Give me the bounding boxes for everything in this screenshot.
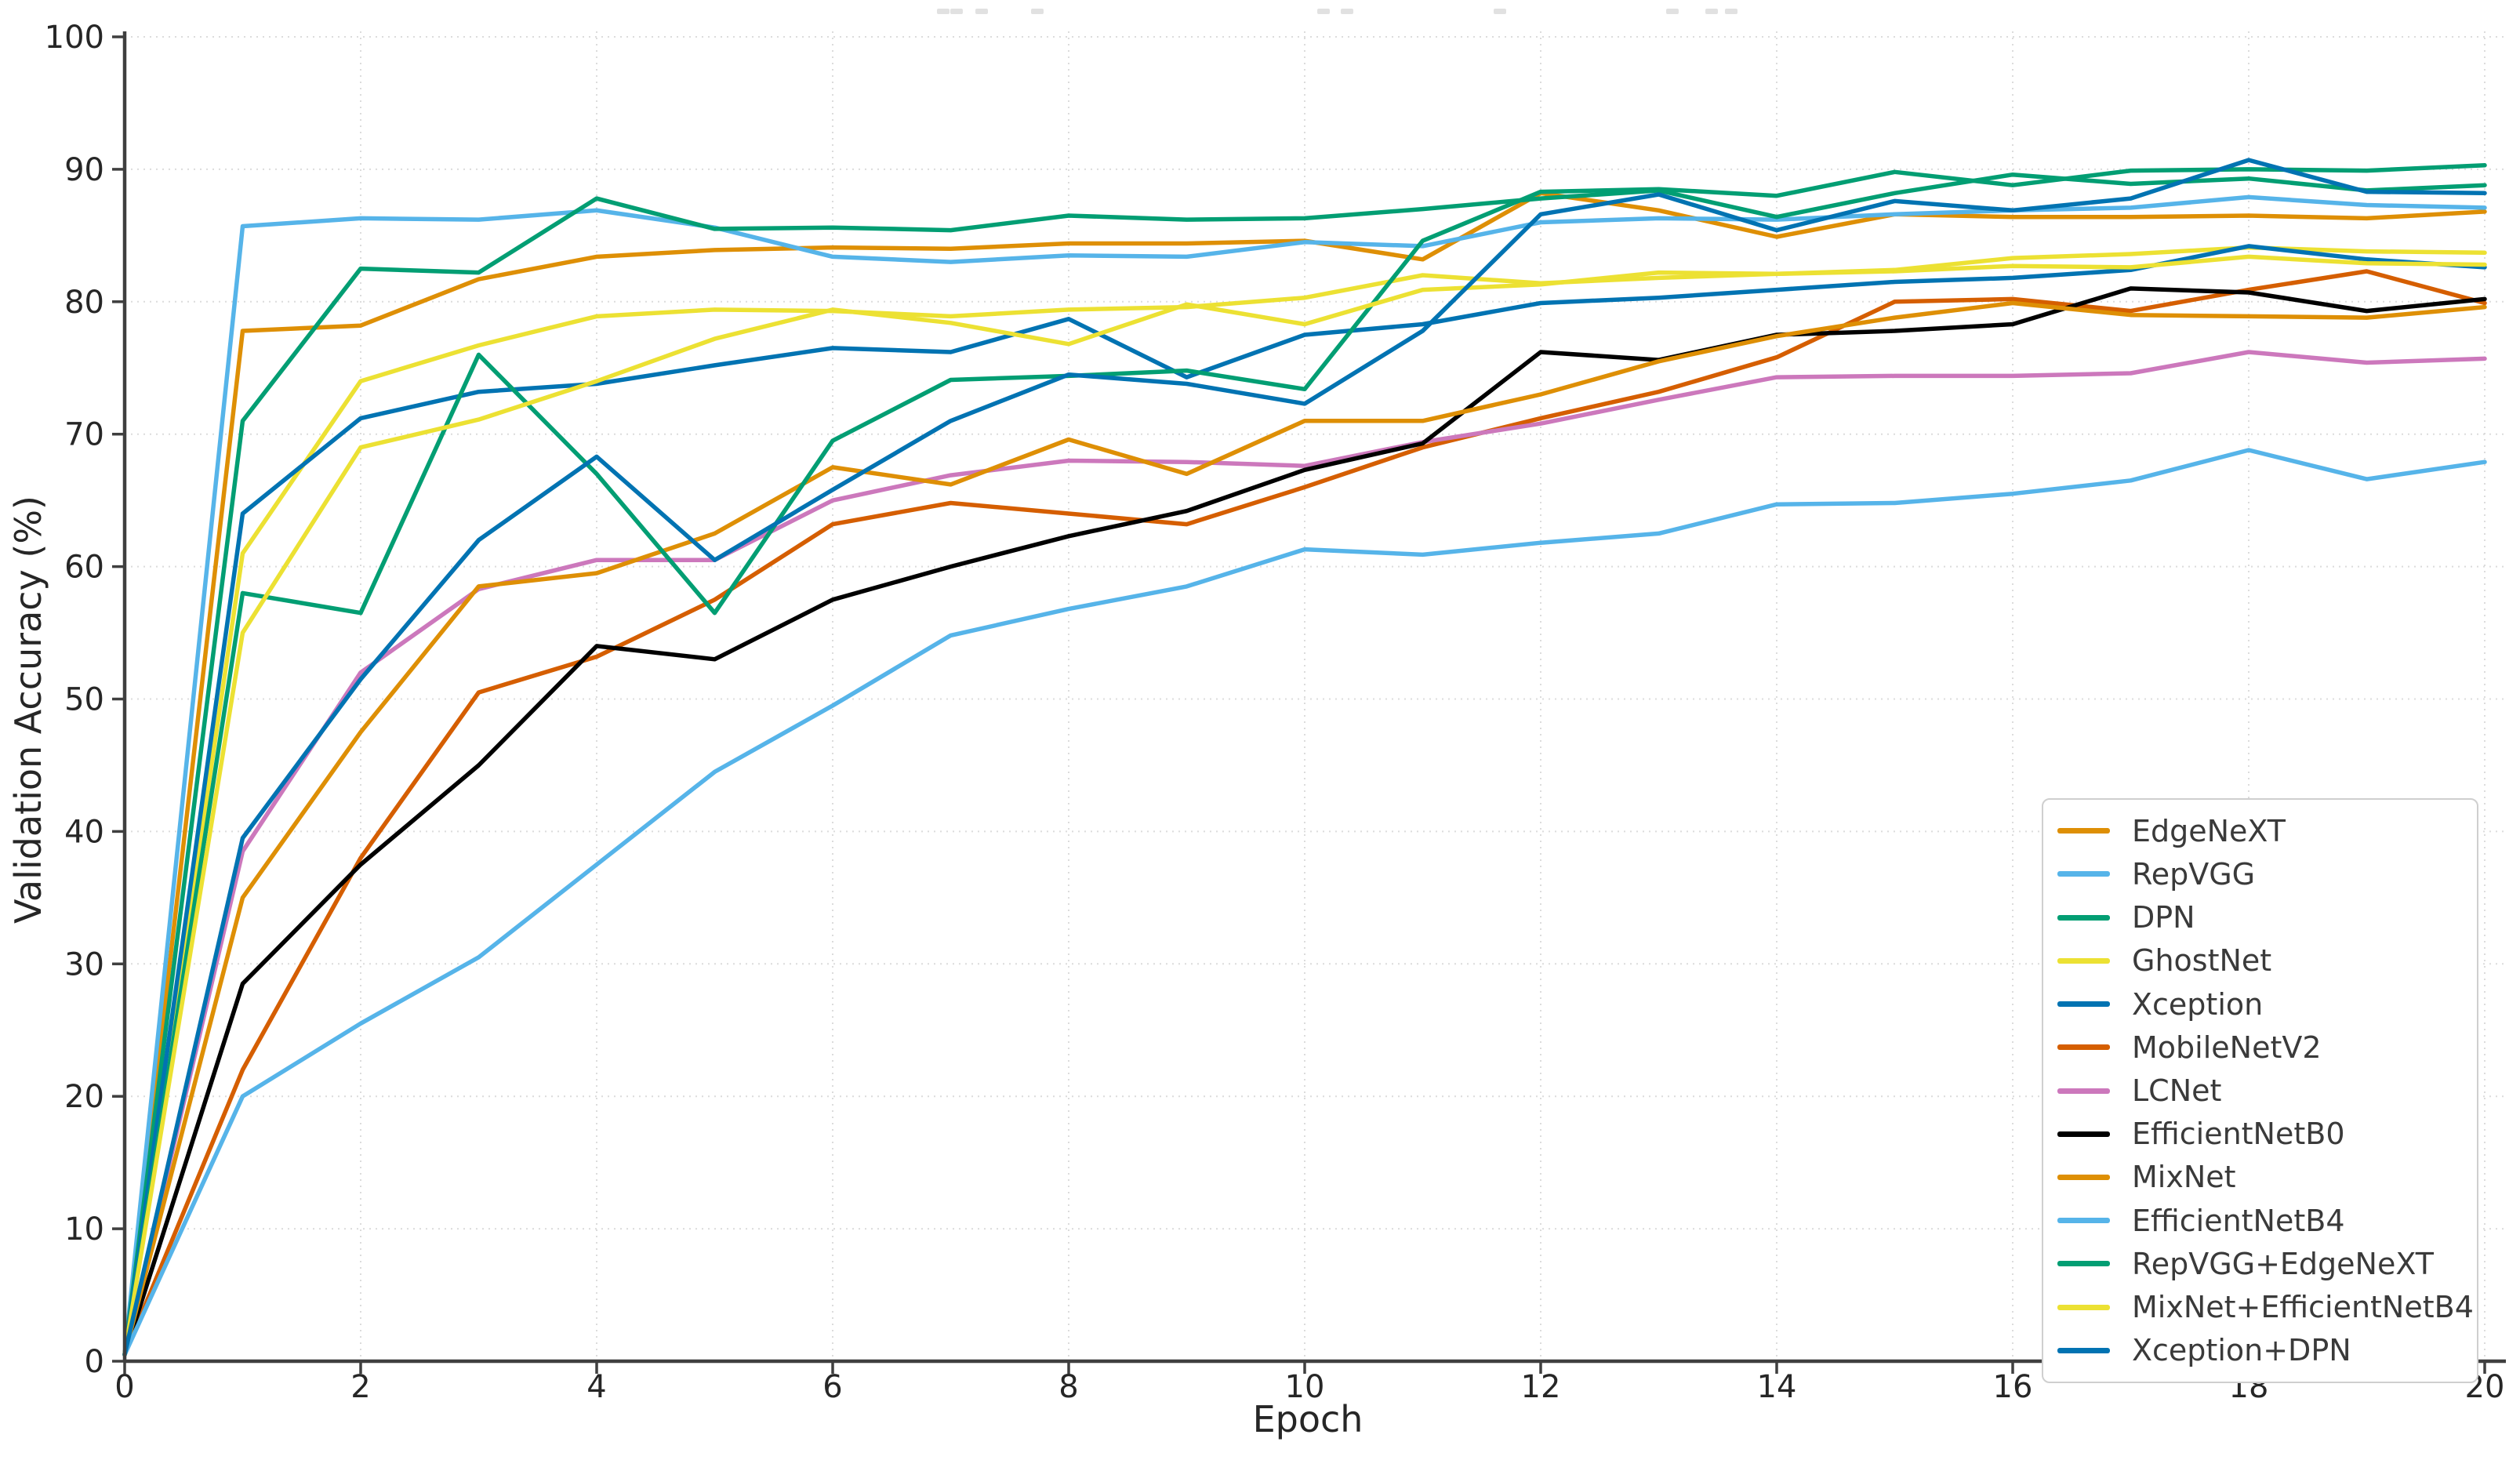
y-tick-label: 50 [64,682,104,718]
legend-label: MixNet [2132,1160,2236,1195]
y-tick-label: 20 [64,1079,104,1115]
y-tick-label: 40 [64,814,104,850]
title-remnant [975,9,988,14]
legend-line-swatch [2057,871,2110,877]
legend-item-repvgg: RepVGG [2057,852,2469,895]
y-tick-labels: 0 10 20 30 40 50 60 70 80 90 100 [45,20,104,1380]
legend-item-repvgg-edgenext: RepVGG+EdgeNeXT [2057,1242,2469,1285]
y-tick-label: 100 [45,20,104,56]
legend-item-dpn: DPN [2057,895,2469,939]
series-line-dpn [122,172,2487,1357]
legend-label: MobileNetV2 [2132,1030,2322,1065]
x-tick-label: 2 [350,1369,370,1405]
legend-item-xception-dpn: Xception+DPN [2057,1329,2469,1372]
axis-tick-marks [112,35,2486,1374]
legend-item-edgenext: EdgeNeXT [2057,809,2469,852]
legend-label: RepVGG+EdgeNeXT [2132,1246,2434,1281]
series-line-mixnet-efficientnetb4 [122,254,2487,1357]
legend: EdgeNeXT RepVGG DPN GhostNet Xception MobileN… [2042,798,2478,1383]
legend-line-swatch [2057,1131,2110,1137]
legend-line-swatch [2057,1261,2110,1267]
x-tick-label: 16 [1993,1369,2033,1405]
legend-line-swatch [2057,957,2110,964]
legend-item-mixnet-efficientnetb4: MixNet+EfficientNetB4 [2057,1286,2474,1329]
legend-line-swatch [2057,1001,2110,1008]
title-remnant [1725,9,1737,14]
series-line-mobilenetv2 [122,269,2487,1357]
gridlines [125,31,2506,1361]
series-line-lcnet [122,350,2487,1357]
legend-line-swatch [2057,1174,2110,1180]
legend-line-swatch [2057,1304,2110,1310]
legend-item-xception: Xception [2057,982,2469,1026]
legend-line-swatch [2057,1218,2110,1224]
legend-label: EfficientNetB0 [2132,1117,2345,1152]
legend-line-swatch [2057,1088,2110,1094]
y-tick-label: 90 [64,152,104,188]
x-tick-labels: 0 2 4 6 8 10 12 14 16 18 20 [114,1369,2504,1405]
title-remnant [950,9,963,14]
legend-label: GhostNet [2132,943,2272,979]
legend-label: Xception [2132,986,2264,1022]
legend-line-swatch [2057,914,2110,921]
title-remnant [1705,9,1718,14]
y-tick-label: 80 [64,285,104,321]
legend-item-mixnet: MixNet [2057,1156,2469,1199]
x-tick-label: 12 [1521,1369,1561,1405]
series-line-mixnet [122,300,2487,1357]
title-remnant [1341,9,1353,14]
x-tick-label: 6 [822,1369,842,1405]
legend-item-efficientnetb0: EfficientNetB0 [2057,1113,2469,1156]
legend-label: LCNet [2132,1073,2222,1109]
series-line-ghostnet [122,245,2487,1357]
legend-label: RepVGG [2132,856,2256,892]
x-tick-label: 14 [1757,1369,1797,1405]
series-line-efficientnetb4 [122,448,2487,1357]
legend-item-ghostnet: GhostNet [2057,939,2469,982]
y-tick-label: 60 [64,550,104,586]
series-line-xception-dpn [122,158,2487,1357]
legend-label: MixNet+EfficientNetB4 [2132,1290,2474,1325]
y-tick-label: 0 [85,1344,104,1380]
y-tick-label: 30 [64,946,104,982]
x-axis-label: Epoch [1253,1398,1363,1440]
legend-item-mobilenetv2: MobileNetV2 [2057,1026,2469,1069]
title-remnant [1494,9,1506,14]
legend-label: Xception+DPN [2132,1333,2351,1368]
legend-item-efficientnetb4: EfficientNetB4 [2057,1199,2469,1242]
y-axis-label: Validation Accuracy (%) [7,496,49,924]
title-remnant [1317,9,1330,14]
title-remnant [1031,9,1044,14]
x-tick-label: 4 [586,1369,606,1405]
legend-line-swatch [2057,1347,2110,1353]
legend-item-lcnet: LCNet [2057,1069,2469,1112]
title-remnant [1666,9,1679,14]
legend-line-swatch [2057,1044,2110,1051]
x-tick-label: 8 [1058,1369,1078,1405]
legend-label: EdgeNeXT [2132,813,2286,848]
series-lines [122,158,2487,1357]
y-tick-label: 70 [64,417,104,453]
series-line-repvgg [122,194,2487,1357]
legend-line-swatch [2057,828,2110,834]
cropped-title-fragments [0,0,2520,20]
title-remnant [937,9,950,14]
x-tick-label: 0 [114,1369,134,1405]
series-line-xception [122,244,2487,1357]
series-line-efficientnetb0 [122,286,2487,1357]
x-tick-label: 10 [1285,1369,1325,1405]
y-tick-label: 10 [64,1211,104,1248]
series-line-repvgg-edgenext [122,163,2487,1357]
legend-label: EfficientNetB4 [2132,1203,2345,1238]
legend-label: DPN [2132,900,2195,935]
